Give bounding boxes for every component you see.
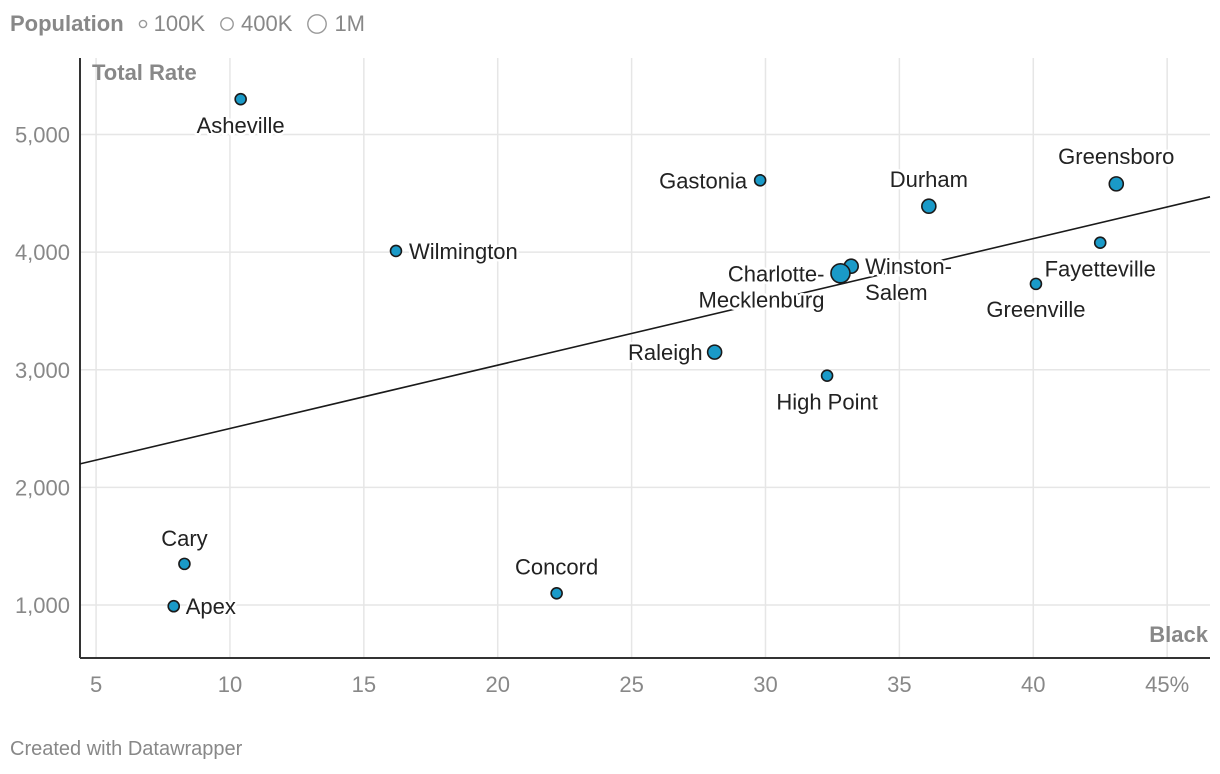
legend-label-400k: 400K xyxy=(241,11,293,36)
x-tick-label: 25 xyxy=(619,672,643,697)
point-label-line: Greenville xyxy=(986,297,1085,322)
data-point xyxy=(234,92,247,106)
point-label-line: High Point xyxy=(776,390,878,415)
axes xyxy=(79,58,1210,659)
point-label: Wilmington xyxy=(409,239,518,264)
y-tick-label: 2,000 xyxy=(15,475,70,500)
point-label: Charlotte-Mecklenburg xyxy=(699,261,825,312)
data-point xyxy=(753,174,767,187)
trendline xyxy=(79,196,1211,465)
point-label-line: Gastonia xyxy=(659,168,748,193)
point-label: Cary xyxy=(161,526,207,551)
point-label: Raleigh xyxy=(628,340,703,365)
x-tick-label: 15 xyxy=(352,672,376,697)
legend-item-400k: 400K xyxy=(219,11,292,37)
y-tick-label: 5,000 xyxy=(15,122,70,147)
point-label-line: Fayetteville xyxy=(1045,257,1156,282)
point-label-line: Wilmington xyxy=(409,239,518,264)
x-tick-label: 20 xyxy=(485,672,509,697)
y-tick-label: 1,000 xyxy=(15,593,70,618)
legend-label-1m: 1M xyxy=(334,11,365,36)
data-point xyxy=(820,369,834,382)
point-label: Apex xyxy=(186,594,236,619)
point-label: Concord xyxy=(515,554,598,579)
vertical-gridlines xyxy=(95,58,1168,658)
data-point xyxy=(1029,277,1043,291)
x-tick-label: 5 xyxy=(90,672,102,697)
x-tick-label: 35 xyxy=(887,672,911,697)
data-points xyxy=(167,92,1125,613)
legend-circle-small xyxy=(138,19,147,29)
point-label: Greenville xyxy=(986,297,1085,322)
point-label: Durham xyxy=(890,167,968,192)
y-tick-label: 4,000 xyxy=(15,240,70,265)
x-tick-label: 30 xyxy=(753,672,777,697)
data-point xyxy=(550,586,563,600)
data-point xyxy=(706,344,723,360)
point-label: Asheville xyxy=(197,113,285,138)
x-tick-label: 40 xyxy=(1021,672,1045,697)
credit-line: Created with Datawrapper xyxy=(10,738,243,760)
legend: Population 100K 400K 1M xyxy=(10,8,365,40)
point-label-line: Asheville xyxy=(197,113,285,138)
point-label-line: Winston- xyxy=(865,254,952,279)
legend-circle-medium xyxy=(220,17,234,31)
x-tick-label: 10 xyxy=(218,672,242,697)
point-label: High Point xyxy=(776,390,878,415)
data-point xyxy=(830,262,851,284)
y-axis-title: Total Rate xyxy=(92,60,197,85)
point-label-line: Greensboro xyxy=(1058,144,1174,169)
point-label-line: Charlotte- xyxy=(728,261,825,286)
legend-item-100k: 100K xyxy=(138,11,205,37)
legend-item-1m: 1M xyxy=(306,11,365,37)
y-tick-label: 3,000 xyxy=(15,358,70,383)
data-point xyxy=(389,244,403,258)
legend-title: Population xyxy=(10,11,124,36)
data-point xyxy=(1093,236,1107,250)
point-label-line: Concord xyxy=(515,554,598,579)
point-label: Winston-Salem xyxy=(865,254,952,305)
point-label-line: Apex xyxy=(186,594,236,619)
point-label-line: Salem xyxy=(865,280,927,305)
point-label: Greensboro xyxy=(1058,144,1174,169)
point-label-line: Raleigh xyxy=(628,340,703,365)
legend-circle-large xyxy=(307,14,328,34)
point-label-line: Durham xyxy=(890,167,968,192)
point-label: Gastonia xyxy=(659,168,748,193)
tick-labels: 5 10 15 20 25 30 35 40 45% 1,000 2,000 3,000 4,000 5,… xyxy=(15,122,1189,697)
data-point xyxy=(921,198,937,215)
x-axis-title: Black xyxy=(1149,622,1208,647)
point-label-line: Cary xyxy=(161,526,207,551)
data-point xyxy=(1108,176,1125,192)
point-label-line: Mecklenburg xyxy=(699,287,825,312)
legend-label-100k: 100K xyxy=(153,11,206,36)
point-label: Fayetteville xyxy=(1045,257,1156,282)
x-tick-label: 45% xyxy=(1145,672,1189,697)
data-point xyxy=(178,557,191,571)
trendline-group xyxy=(79,196,1211,465)
point-labels: Asheville Gastonia Durham Greensboro Wilming… xyxy=(159,111,1177,622)
horizontal-gridlines xyxy=(80,133,1210,606)
data-point xyxy=(167,599,181,613)
